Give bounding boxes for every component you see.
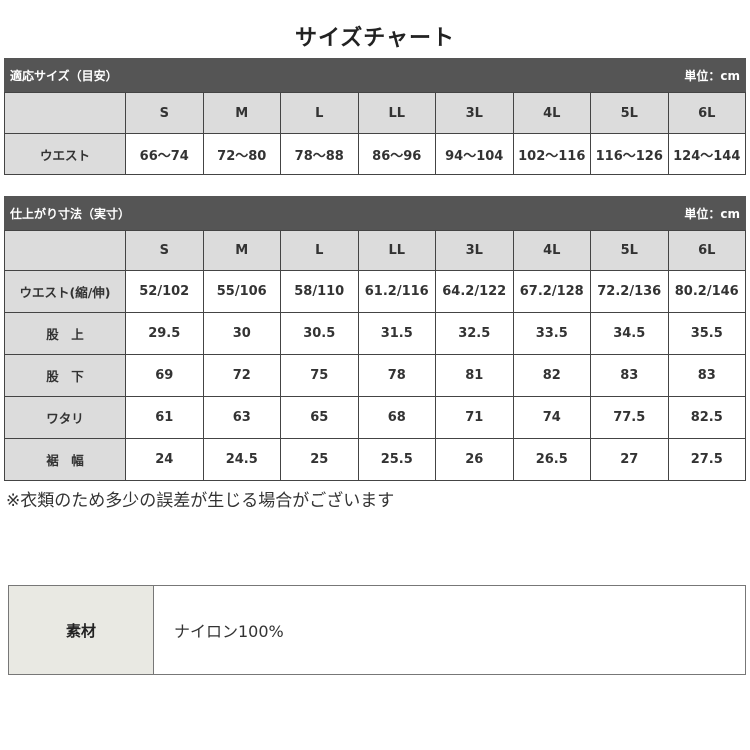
value-cell: 102〜116 [512, 133, 591, 175]
measurement-section: 仕上がり寸法（実寸） 単位：cm S M L LL 3L 4L 5L 6L ウエスト(縮/伸) 5… [4, 196, 746, 481]
value-cell: 72〜80 [202, 133, 281, 175]
size-header-cell: 3L [435, 230, 514, 271]
value-cell: 33.5 [512, 312, 591, 355]
value-cell: 26 [435, 438, 514, 481]
section-header: 仕上がり寸法（実寸） 単位：cm [4, 196, 746, 230]
value-cell: 29.5 [125, 312, 204, 355]
value-cell: 71 [435, 396, 514, 439]
value-cell: 58/110 [280, 270, 359, 313]
value-cell: 78 [357, 354, 436, 397]
value-cell: 26.5 [512, 438, 591, 481]
size-header-cell: L [280, 92, 359, 134]
value-cell: 81 [435, 354, 514, 397]
value-cell: 24.5 [202, 438, 281, 481]
section-title: 適応サイズ（目安） [10, 68, 118, 83]
value-cell: 78〜88 [280, 133, 359, 175]
value-cell: 32.5 [435, 312, 514, 355]
size-header-cell: 6L [667, 230, 746, 271]
row-label: 股 上 [4, 312, 126, 355]
value-cell: 25 [280, 438, 359, 481]
row-label: ワタリ [4, 396, 126, 439]
value-cell: 74 [512, 396, 591, 439]
size-header-cell: LL [357, 92, 436, 134]
value-cell: 64.2/122 [435, 270, 514, 313]
table-row: ウエスト(縮/伸) 52/102 55/106 58/110 61.2/116 64.2/… [4, 270, 746, 313]
value-cell: 34.5 [590, 312, 669, 355]
corner-cell [4, 92, 126, 134]
value-cell: 75 [280, 354, 359, 397]
value-cell: 24 [125, 438, 204, 481]
size-header-cell: 5L [590, 230, 669, 271]
value-cell: 27 [590, 438, 669, 481]
unit-label: 単位：cm [684, 206, 740, 221]
size-header-cell: 4L [512, 230, 591, 271]
size-header-cell: S [125, 230, 204, 271]
size-header-cell: LL [357, 230, 436, 271]
value-cell: 35.5 [667, 312, 746, 355]
table-row: 股 下 69 72 75 78 81 82 83 83 [4, 354, 746, 397]
value-cell: 77.5 [590, 396, 669, 439]
value-cell: 116〜126 [590, 133, 669, 175]
material-label: 素材 [9, 586, 154, 674]
size-header-cell: L [280, 230, 359, 271]
disclaimer-note: ※衣類のため多少の誤差が生じる場合がございます [6, 491, 395, 511]
value-cell: 83 [667, 354, 746, 397]
table-row: ワタリ 61 63 65 68 71 74 77.5 82.5 [4, 396, 746, 439]
value-cell: 30 [202, 312, 281, 355]
value-cell: 82.5 [667, 396, 746, 439]
section-header: 適応サイズ（目安） 単位：cm [4, 58, 746, 92]
corner-cell [4, 230, 126, 271]
value-cell: 30.5 [280, 312, 359, 355]
measurement-table: S M L LL 3L 4L 5L 6L ウエスト(縮/伸) 52/102 55/106 58/110… [4, 230, 746, 481]
size-header-cell: M [202, 92, 281, 134]
page-title: サイズチャート [294, 26, 456, 51]
fit-size-table: S M L LL 3L 4L 5L 6L ウエスト 66〜74 72〜80 78〜88 86〜96 94〜… [4, 92, 746, 175]
row-label: ウエスト [4, 133, 126, 175]
row-label: 股 下 [4, 354, 126, 397]
value-cell: 72.2/136 [590, 270, 669, 313]
value-cell: 31.5 [357, 312, 436, 355]
value-cell: 65 [280, 396, 359, 439]
value-cell: 86〜96 [357, 133, 436, 175]
row-label: ウエスト(縮/伸) [4, 270, 126, 313]
value-cell: 72 [202, 354, 281, 397]
value-cell: 61.2/116 [357, 270, 436, 313]
row-label: 裾 幅 [4, 438, 126, 481]
value-cell: 83 [590, 354, 669, 397]
value-cell: 52/102 [125, 270, 204, 313]
value-cell: 82 [512, 354, 591, 397]
table-row: 股 上 29.5 30 30.5 31.5 32.5 33.5 34.5 35.5 [4, 312, 746, 355]
size-header-cell: 4L [512, 92, 591, 134]
size-header-cell: M [202, 230, 281, 271]
size-header-row: S M L LL 3L 4L 5L 6L [4, 92, 746, 134]
value-cell: 94〜104 [435, 133, 514, 175]
table-row: 裾 幅 24 24.5 25 25.5 26 26.5 27 27.5 [4, 438, 746, 481]
size-header-cell: 5L [590, 92, 669, 134]
value-cell: 25.5 [357, 438, 436, 481]
size-header-cell: 6L [667, 92, 746, 134]
material-box: 素材 ナイロン100% [8, 585, 746, 675]
value-cell: 80.2/146 [667, 270, 746, 313]
value-cell: 67.2/128 [512, 270, 591, 313]
table-row: ウエスト 66〜74 72〜80 78〜88 86〜96 94〜104 102〜116 116… [4, 133, 746, 175]
value-cell: 69 [125, 354, 204, 397]
value-cell: 61 [125, 396, 204, 439]
size-header-cell: S [125, 92, 204, 134]
unit-label: 単位：cm [684, 68, 740, 83]
value-cell: 27.5 [667, 438, 746, 481]
value-cell: 124〜144 [667, 133, 746, 175]
value-cell: 63 [202, 396, 281, 439]
size-header-cell: 3L [435, 92, 514, 134]
size-header-row: S M L LL 3L 4L 5L 6L [4, 230, 746, 271]
fit-size-section: 適応サイズ（目安） 単位：cm S M L LL 3L 4L 5L 6L ウエスト 66〜74 72… [4, 58, 746, 175]
section-title: 仕上がり寸法（実寸） [10, 206, 131, 221]
value-cell: 68 [357, 396, 436, 439]
material-value: ナイロン100% [174, 622, 284, 641]
value-cell: 55/106 [202, 270, 281, 313]
value-cell: 66〜74 [125, 133, 204, 175]
